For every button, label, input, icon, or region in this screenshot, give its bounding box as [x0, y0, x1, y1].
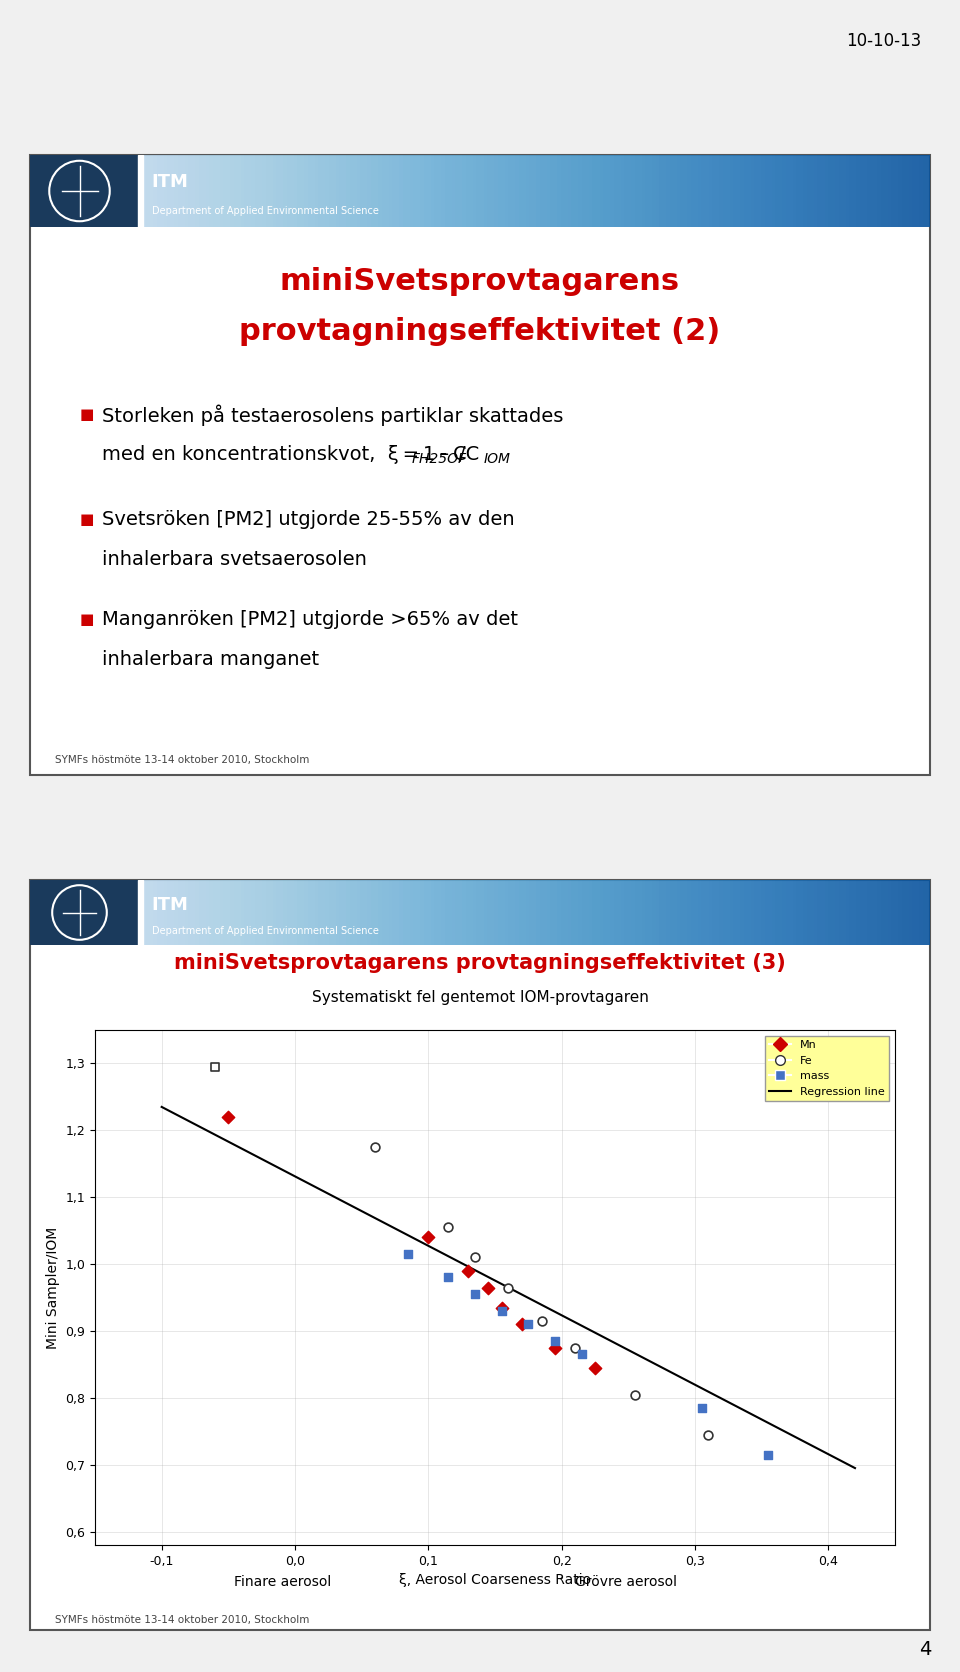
- Text: miniSvetsprovtagarens: miniSvetsprovtagarens: [280, 268, 680, 296]
- Text: Svetsröken [PM2] utgjorde 25-55% av den: Svetsröken [PM2] utgjorde 25-55% av den: [102, 510, 515, 528]
- Point: [420, 1224, 436, 1251]
- Bar: [30, 155, 138, 227]
- Text: miniSvetsprovtagarens provtagningseffektivitet (3): miniSvetsprovtagarens provtagningseffekt…: [174, 953, 786, 973]
- Point: [520, 1311, 536, 1338]
- Bar: [138, 155, 142, 227]
- Bar: [30, 879, 138, 945]
- Text: ITM: ITM: [152, 174, 188, 191]
- Text: ITM: ITM: [152, 896, 188, 913]
- Point: [567, 1334, 583, 1361]
- Point: [760, 1441, 776, 1468]
- Text: ■: ■: [80, 612, 94, 627]
- Text: ■: ■: [80, 512, 94, 527]
- FancyBboxPatch shape: [30, 155, 930, 776]
- Text: ■: ■: [80, 406, 94, 421]
- Point: [468, 1281, 483, 1308]
- Point: [501, 1274, 516, 1301]
- Text: FH25OF: FH25OF: [412, 451, 467, 466]
- Point: [468, 1244, 483, 1271]
- X-axis label: ξ, Aerosol Coarseness Ratio: ξ, Aerosol Coarseness Ratio: [399, 1573, 591, 1587]
- Text: Department of Applied Environmental Science: Department of Applied Environmental Scie…: [152, 926, 378, 936]
- Point: [534, 1308, 549, 1334]
- Point: [547, 1334, 563, 1361]
- Point: [221, 1104, 236, 1130]
- Text: SYMFs höstmöte 13-14 oktober 2010, Stockholm: SYMFs höstmöte 13-14 oktober 2010, Stock…: [55, 1615, 309, 1625]
- Point: [588, 1354, 603, 1381]
- Point: [494, 1294, 510, 1321]
- Text: provtagningseffektivitet (2): provtagningseffektivitet (2): [239, 318, 721, 346]
- FancyBboxPatch shape: [30, 879, 930, 1630]
- Text: inhalerbara manganet: inhalerbara manganet: [102, 650, 319, 669]
- Text: Finare aerosol: Finare aerosol: [233, 1575, 331, 1588]
- Point: [461, 1257, 476, 1284]
- Point: [574, 1341, 589, 1368]
- Text: Department of Applied Environmental Science: Department of Applied Environmental Scie…: [152, 206, 378, 216]
- Point: [694, 1394, 709, 1421]
- Text: 10-10-13: 10-10-13: [847, 32, 922, 50]
- Point: [547, 1328, 563, 1354]
- Point: [207, 1053, 223, 1080]
- Text: Systematiskt fel gentemot IOM-provtagaren: Systematiskt fel gentemot IOM-provtagare…: [312, 990, 648, 1005]
- Point: [481, 1274, 496, 1301]
- Text: Manganröken [PM2] utgjorde >65% av det: Manganröken [PM2] utgjorde >65% av det: [102, 610, 518, 629]
- Text: SYMFs höstmöte 13-14 oktober 2010, Stockholm: SYMFs höstmöte 13-14 oktober 2010, Stock…: [55, 756, 309, 766]
- Y-axis label: Mini Sampler/IOM: Mini Sampler/IOM: [46, 1226, 60, 1349]
- Point: [701, 1421, 716, 1448]
- Bar: [138, 879, 142, 945]
- Text: Grövre aerosol: Grövre aerosol: [575, 1575, 677, 1588]
- Text: IOM: IOM: [484, 451, 511, 466]
- Point: [400, 1241, 416, 1267]
- Text: /C: /C: [459, 445, 479, 465]
- Text: Storleken på testaerosolens partiklar skattades: Storleken på testaerosolens partiklar sk…: [102, 405, 564, 426]
- Point: [514, 1311, 529, 1338]
- Point: [441, 1264, 456, 1291]
- Point: [494, 1297, 510, 1324]
- Text: med en koncentrationskvot,  ξ = 1 – C: med en koncentrationskvot, ξ = 1 – C: [102, 445, 467, 465]
- Point: [627, 1381, 642, 1408]
- Text: 4: 4: [919, 1640, 931, 1659]
- Point: [368, 1134, 383, 1160]
- Legend: Mn, Fe, mass, Regression line: Mn, Fe, mass, Regression line: [765, 1035, 890, 1102]
- Point: [441, 1214, 456, 1241]
- Text: inhalerbara svetsaerosolen: inhalerbara svetsaerosolen: [102, 550, 367, 568]
